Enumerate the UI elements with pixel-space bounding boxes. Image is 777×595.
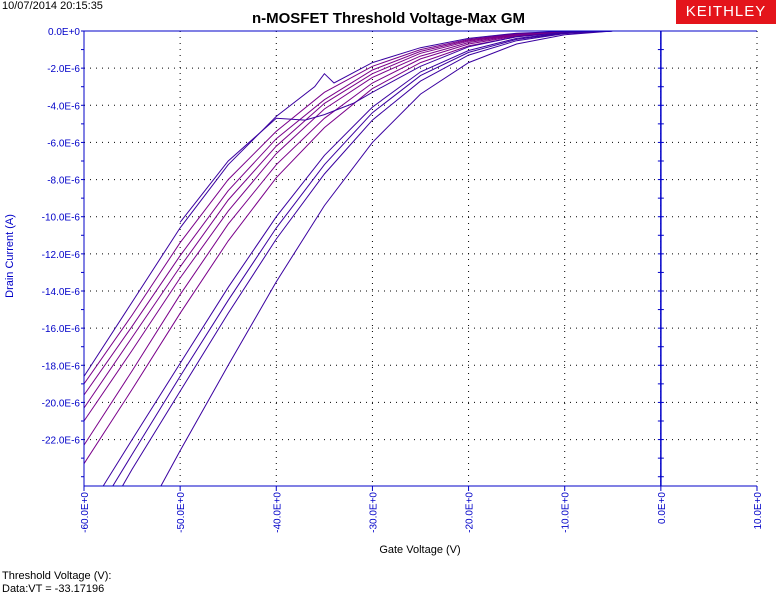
x-tick-label: -10.0E+0 xyxy=(561,492,572,533)
y-tick-label: -8.0E-6 xyxy=(47,176,80,187)
data-series-line xyxy=(83,30,661,385)
data-series-line xyxy=(83,30,661,377)
x-tick-label: -20.0E+0 xyxy=(465,492,476,533)
curves xyxy=(83,30,661,487)
x-tick-label: 0.0E+0 xyxy=(657,492,668,524)
y-tick-label: -2.0E-6 xyxy=(47,64,80,75)
data-series-line xyxy=(160,30,661,487)
y-tick-label: 0.0E+0 xyxy=(48,27,80,38)
axes: 0.0E+0 -2.0E-6 -4.0E-6 -6.0E-6 -8.0E-6 -10.0E… xyxy=(42,27,764,533)
x-tick-label: -60.0E+0 xyxy=(80,492,91,533)
y-tick-label: -16.0E-6 xyxy=(42,324,81,335)
threshold-voltage-label: Threshold Voltage (V): xyxy=(2,570,112,582)
y-tick-label: -14.0E-6 xyxy=(42,287,81,298)
y-tick-label: -4.0E-6 xyxy=(47,101,80,112)
y-tick-label: -20.0E-6 xyxy=(42,398,81,409)
x-tick-label: -40.0E+0 xyxy=(272,492,283,533)
keithley-logo: KEITHLEY xyxy=(676,0,776,24)
y-axis-label: Drain Current (A) xyxy=(4,214,16,298)
chart-title: n-MOSFET Threshold Voltage-Max GM xyxy=(251,10,526,27)
x-axis-label: Gate Voltage (V) xyxy=(379,544,460,556)
timestamp: 10/07/2014 20:15:35 xyxy=(2,0,103,12)
y-tick-label: -12.0E-6 xyxy=(42,250,81,261)
threshold-voltage-value: Data:VT = -33.17196 xyxy=(2,583,105,595)
data-series-line xyxy=(112,30,661,487)
x-tick-label: -30.0E+0 xyxy=(368,492,379,533)
data-series-line xyxy=(102,30,661,487)
data-series-line xyxy=(83,30,661,409)
y-tick-label: -10.0E-6 xyxy=(42,213,81,224)
data-series-line xyxy=(83,30,661,446)
y-tick-label: -6.0E-6 xyxy=(47,138,80,149)
data-series-line xyxy=(122,30,661,487)
x-tick-label: -50.0E+0 xyxy=(176,492,187,533)
grid xyxy=(83,30,758,486)
y-tick-label: -18.0E-6 xyxy=(42,361,81,372)
data-series-line xyxy=(179,30,661,223)
y-tick-label: -22.0E-6 xyxy=(42,436,81,447)
data-series-line xyxy=(83,30,661,422)
x-tick-label: 10.0E+0 xyxy=(753,492,764,530)
